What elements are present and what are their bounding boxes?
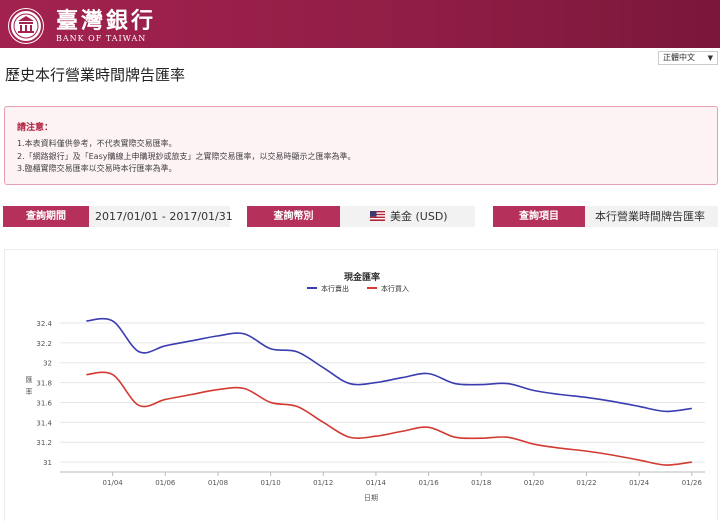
notice-line-2: 2.「網路銀行」及「Easy購線上申購現鈔或旅支」之實際交易匯率，以交易時顯示之… [17, 152, 356, 161]
legend-label: 本行買入 [381, 284, 409, 293]
y-tick-label: 31.4 [36, 419, 52, 427]
bank-seal-icon [8, 8, 44, 44]
notice-box: 請注意： 1.本表資料僅供參考，不代表實際交易匯率。 2.「網路銀行」及「Eas… [4, 106, 718, 185]
x-tick-label: 01/14 [366, 479, 387, 487]
x-tick-label: 01/18 [471, 479, 491, 487]
x-tick-label: 01/10 [261, 479, 281, 487]
language-selected-value: 正體中文 [663, 53, 695, 62]
y-axis-title-part: 匯 [26, 376, 33, 384]
notice-line-3: 3.臨櫃實際交易匯率以交易時本行匯率為準。 [17, 164, 177, 173]
series-line [86, 371, 692, 466]
x-tick-label: 01/24 [629, 479, 650, 487]
query-currency-value[interactable]: 美金 (USD) [340, 206, 475, 227]
query-item-label: 查詢項目 [493, 206, 585, 227]
query-item-value[interactable]: 本行營業時間牌告匯率 [585, 206, 718, 227]
legend-label: 本行賣出 [321, 284, 349, 293]
x-axis-title: 日期 [364, 494, 378, 502]
x-tick-label: 01/08 [208, 479, 228, 487]
query-currency-text: 美金 (USD) [390, 210, 448, 223]
chart-title: 現金匯率 [344, 271, 380, 283]
y-tick-label: 32.4 [36, 320, 52, 328]
page-title: 歷史本行營業時間牌告匯率 [5, 66, 186, 84]
x-tick-label: 01/20 [524, 479, 544, 487]
y-tick-label: 31.8 [36, 380, 52, 388]
y-tick-label: 32 [43, 360, 52, 368]
x-tick-label: 01/06 [155, 479, 176, 487]
y-tick-label: 31.2 [36, 439, 52, 447]
exchange-rate-chart: 31 31.2 31.4 31.6 31.8 32 32.2 32.4 01/04 01/06 01… [26, 271, 705, 502]
y-tick-label: 31.6 [36, 399, 52, 407]
x-tick-label: 01/22 [576, 479, 596, 487]
x-tick-label: 01/26 [682, 479, 703, 487]
bank-logo[interactable]: 臺灣銀行 BANK OF TAIWAN [8, 6, 156, 46]
notice-title: 請注意： [17, 123, 54, 133]
site-header: 臺灣銀行 BANK OF TAIWAN [0, 0, 720, 48]
logo-english-name: BANK OF TAIWAN [56, 33, 147, 43]
logo-chinese-name: 臺灣銀行 [56, 7, 157, 34]
query-period-value[interactable]: 2017/01/01 - 2017/01/31 [89, 206, 233, 227]
language-select[interactable]: 正體中文 ▼ [658, 51, 718, 65]
y-axis-title-part: 率 [26, 387, 33, 396]
query-period-label: 查詢期間 [3, 206, 89, 227]
y-tick-label: 31 [43, 459, 52, 467]
series-line [86, 317, 692, 413]
x-tick-label: 01/16 [418, 479, 439, 487]
y-tick-label: 32.2 [36, 340, 52, 348]
x-tick-label: 01/12 [313, 479, 333, 487]
query-currency-label: 查詢幣別 [247, 206, 340, 227]
chevron-down-icon: ▼ [707, 54, 713, 62]
chart-container: 31 31.2 31.4 31.6 31.8 32 32.2 32.4 01/04 01/06 01… [4, 249, 718, 521]
notice-line-1: 1.本表資料僅供參考，不代表實際交易匯率。 [17, 139, 177, 148]
x-tick-label: 01/04 [103, 479, 124, 487]
us-flag-icon [370, 211, 385, 221]
